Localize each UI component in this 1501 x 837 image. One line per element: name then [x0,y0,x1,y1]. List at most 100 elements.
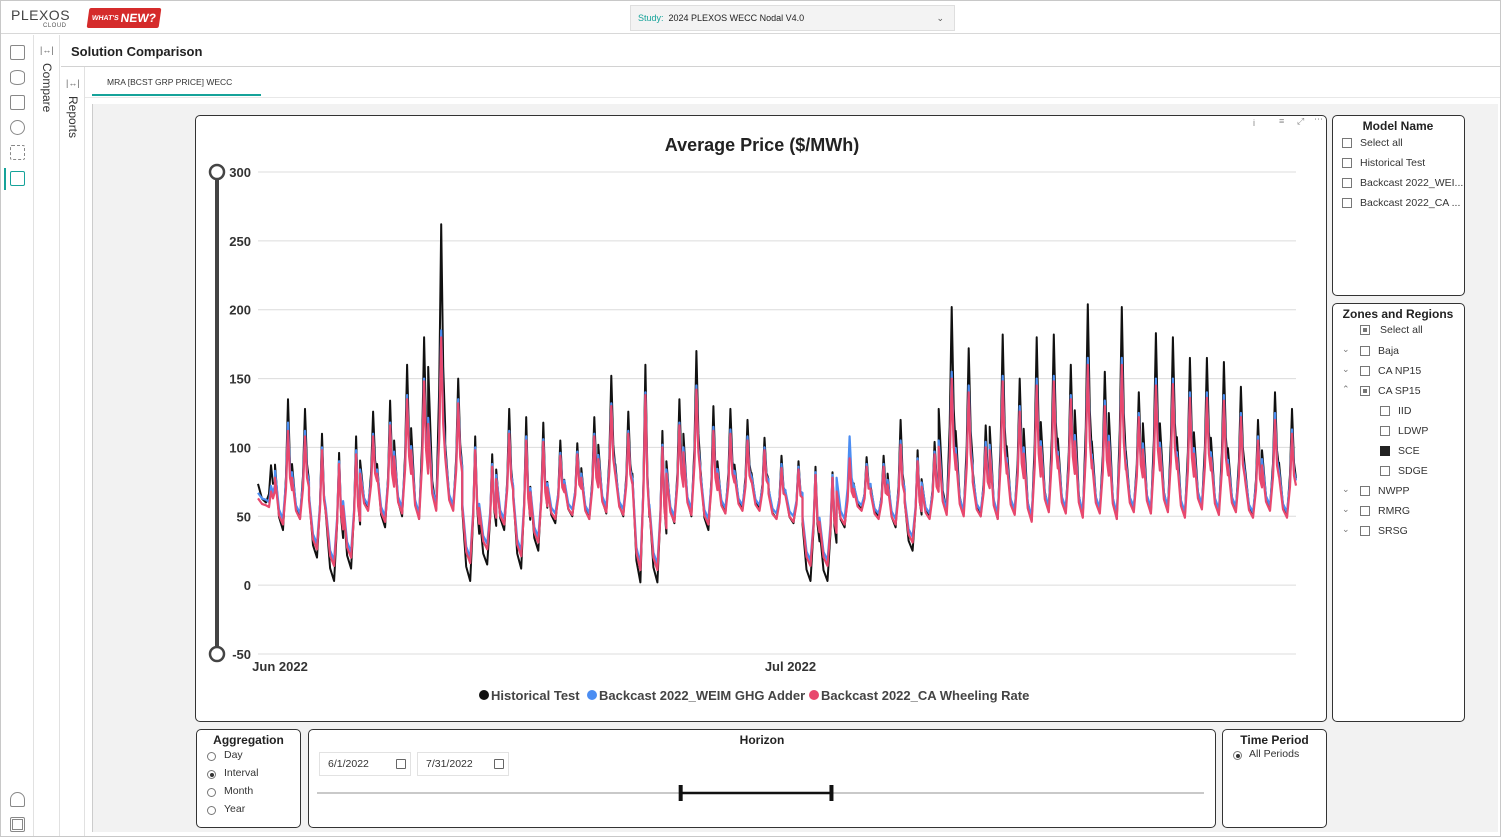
model-option-label[interactable]: Select all [1360,137,1403,149]
study-value: 2024 PLEXOS WECC Nodal V4.0 [668,13,805,23]
model-option-label[interactable]: Backcast 2022_CA ... [1360,197,1461,209]
x-tick-label: Jul 2022 [765,659,816,674]
model-name-title: Model Name [1362,119,1434,133]
zone-label[interactable]: CA SP15 [1378,385,1421,397]
expand-reports-icon[interactable]: |↔| [66,78,80,88]
slider-end-handle[interactable] [829,785,834,801]
series-line-2 [257,336,1298,572]
rail-active-indicator [4,168,6,190]
chevron-icon[interactable]: ⌄ [1342,524,1350,534]
user-settings-icon[interactable] [10,792,25,807]
zone-label[interactable]: SDGE [1398,465,1428,477]
zone-label[interactable]: NWPP [1378,485,1410,497]
aggregation-radio[interactable] [207,770,216,779]
zone-checkbox[interactable] [1380,446,1390,456]
horizon-end-date: 7/31/2022 [426,758,473,770]
zones-select-all-checkbox[interactable] [1360,325,1370,335]
legend-marker [479,690,489,700]
y-tick-label: 250 [229,234,251,249]
model-icon[interactable] [10,95,25,110]
aggregation-radio[interactable] [207,752,216,761]
info-icon[interactable]: i [1253,118,1255,128]
y-tick-label: 200 [229,303,251,318]
top-bar: PLEXOS CLOUD WHAT'SNEW? Study: 2024 PLEX… [1,1,1500,34]
zone-checkbox[interactable] [1360,346,1370,356]
aggregation-radio[interactable] [207,806,216,815]
focus-mode-icon[interactable]: ⤢ [1297,116,1305,126]
zone-checkbox[interactable] [1360,506,1370,516]
aggregation-title: Aggregation [213,733,284,747]
apps-grid-icon[interactable] [10,817,25,832]
filter-icon[interactable]: ≡ [1279,116,1285,126]
zones-select-all-label[interactable]: Select all [1380,324,1423,336]
price-chart-visual[interactable]: i ≡ ⤢ ⋯ Average Price ($/MWh) 300 250 200 15… [195,114,1327,722]
chevron-icon[interactable]: ⌃ [1342,384,1350,394]
zone-label[interactable]: SCE [1398,445,1420,457]
title-divider [61,66,1500,67]
report-tabs [85,67,1500,98]
plexos-logo[interactable]: PLEXOS [11,7,71,23]
all-periods-radio[interactable] [1233,751,1242,760]
horizon-start-date-input[interactable]: 6/1/2022 [319,752,411,776]
page-title: Solution Comparison [71,44,203,59]
scan-icon[interactable] [10,120,25,135]
horizon-range-slider[interactable] [309,782,1215,806]
zone-checkbox[interactable] [1360,486,1370,496]
zone-checkbox[interactable] [1380,466,1390,476]
aggregation-option[interactable]: Month [224,785,254,797]
compare-label[interactable]: Compare [40,63,54,113]
aggregation-radio[interactable] [207,788,216,797]
document-icon[interactable] [10,45,25,60]
zone-checkbox[interactable] [1360,526,1370,536]
zone-label[interactable]: IID [1398,405,1412,417]
y-slider-top-handle [208,163,226,181]
chevron-icon[interactable]: ⌄ [1342,344,1350,354]
chevron-icon[interactable]: ⌄ [1342,484,1350,494]
model-option-label[interactable]: Backcast 2022_WEI... [1360,177,1464,189]
y-tick-label: -50 [232,647,251,662]
plexos-logo-sub: CLOUD [43,23,67,29]
slider-start-handle[interactable] [678,785,683,801]
compare-icon[interactable] [10,171,25,186]
zone-label[interactable]: Baja [1378,345,1400,357]
time-period-title: Time Period [1240,733,1309,747]
chevron-icon[interactable]: ⌄ [1342,364,1350,374]
horizon-end-date-input[interactable]: 7/31/2022 [417,752,509,776]
left-rail [1,35,34,836]
tab-mra-bcst-grp-price[interactable]: MRA [BCST GRP PRICE] WECC [92,77,261,96]
model-option-label[interactable]: Historical Test [1360,157,1426,169]
zone-label[interactable]: CA NP15 [1378,365,1422,377]
reports-panel: |↔| Reports [61,67,85,836]
model-checkbox[interactable] [1342,198,1352,208]
aggregation-option[interactable]: Interval [224,767,259,779]
y-tick-label: 0 [244,578,251,593]
zone-checkbox[interactable] [1360,366,1370,376]
zone-checkbox[interactable] [1380,406,1390,416]
study-selector[interactable]: Study: 2024 PLEXOS WECC Nodal V4.0 ⌄ [630,5,955,31]
database-icon[interactable] [10,70,25,85]
expand-compare-icon[interactable]: |↔| [40,45,54,55]
chevron-icon[interactable]: ⌄ [1342,504,1350,514]
horizon-start-date: 6/1/2022 [328,758,369,770]
aggregation-option[interactable]: Year [224,803,246,815]
all-periods-label[interactable]: All Periods [1249,748,1300,760]
compare-panel: |↔| Compare [35,35,60,836]
zone-checkbox[interactable] [1380,426,1390,436]
zone-label[interactable]: SRSG [1378,525,1408,537]
more-options-icon[interactable]: ⋯ [1314,114,1323,124]
whats-new-button[interactable]: WHAT'SNEW? [86,8,162,28]
model-checkbox[interactable] [1342,138,1352,148]
zone-label[interactable]: LDWP [1398,425,1429,437]
aggregation-option[interactable]: Day [224,749,243,761]
y-tick-label: 300 [229,165,251,180]
legend-label: Backcast 2022_CA Wheeling Rate [821,688,1029,703]
calendar-icon[interactable] [396,759,406,769]
calendar-icon[interactable] [494,759,504,769]
model-checkbox[interactable] [1342,178,1352,188]
reports-label[interactable]: Reports [66,96,80,139]
zone-label[interactable]: RMRG [1378,505,1411,517]
model-checkbox[interactable] [1342,158,1352,168]
zone-checkbox[interactable] [1360,386,1370,396]
hierarchy-icon[interactable] [10,145,25,160]
